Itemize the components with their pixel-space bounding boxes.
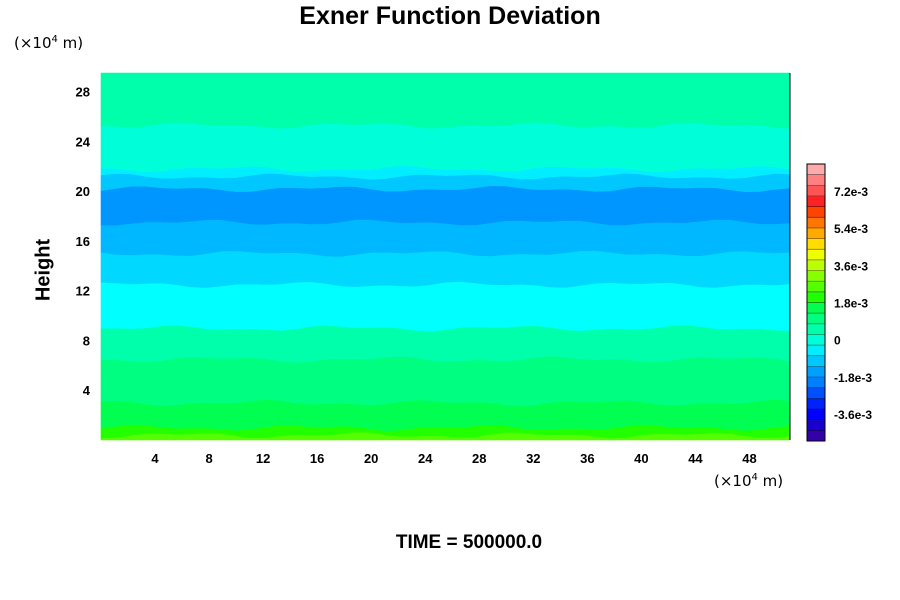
colorbar-swatch <box>807 281 825 293</box>
colorbar-swatch <box>807 334 825 346</box>
x-tick-label: 16 <box>310 451 324 466</box>
colorbar-tick-label: 7.2e-3 <box>834 185 868 199</box>
colorbar-tick-label: -1.8e-3 <box>834 371 872 385</box>
colorbar-swatch <box>807 409 825 421</box>
y-tick-label: 20 <box>76 184 90 199</box>
contour-band <box>100 219 791 257</box>
colorbar-swatch <box>807 259 825 271</box>
colorbar-swatch <box>807 430 825 442</box>
colorbar-swatch <box>807 355 825 367</box>
x-axis-unit: (×104 m) <box>714 472 784 490</box>
colorbar-swatch <box>807 185 825 197</box>
colorbar-swatch <box>807 238 825 250</box>
colorbar-tick-label: 0 <box>834 334 841 348</box>
colorbar-tick-label: 3.6e-3 <box>834 259 868 273</box>
colorbar-swatch <box>807 366 825 378</box>
contour-band <box>100 355 791 407</box>
x-tick-label: 12 <box>256 451 270 466</box>
contour-band <box>100 281 791 332</box>
contour-band <box>100 121 791 173</box>
y-tick-label: 24 <box>76 134 91 149</box>
x-tick-label: 44 <box>688 451 703 466</box>
x-tick-label: 32 <box>526 451 540 466</box>
x-tick-label: 48 <box>742 451 756 466</box>
y-tick-label: 16 <box>76 234 90 249</box>
colorbar-swatch <box>807 323 825 335</box>
x-tick-label: 8 <box>205 451 212 466</box>
y-tick-label: 4 <box>83 383 91 398</box>
colorbar-tick-label: 5.4e-3 <box>834 222 868 236</box>
colorbar-swatch <box>807 164 825 176</box>
x-tick-label: 24 <box>418 451 433 466</box>
colorbar-swatch <box>807 195 825 208</box>
contour-band <box>100 185 791 226</box>
y-tick-label: 12 <box>76 284 90 299</box>
colorbar-swatch <box>807 206 825 218</box>
colorbar-swatch <box>807 249 825 261</box>
colorbar-tick-label: 1.8e-3 <box>834 297 868 311</box>
colorbar-swatch <box>807 217 825 229</box>
y-axis-unit: (×104 m) <box>14 34 84 52</box>
colorbar-swatch <box>807 377 825 389</box>
contour-band <box>100 72 791 129</box>
colorbar-swatch <box>807 387 825 399</box>
colorbar-swatch <box>807 302 825 314</box>
colorbar-tick-label: -3.6e-3 <box>834 408 872 422</box>
colorbar-swatch <box>807 419 825 431</box>
colorbar-swatch <box>807 291 825 303</box>
x-tick-label: 20 <box>364 451 378 466</box>
x-tick-label: 40 <box>634 451 648 466</box>
y-tick-label: 8 <box>83 333 90 348</box>
colorbar-swatch <box>807 174 825 186</box>
x-tick-label: 4 <box>151 451 159 466</box>
colorbar-frame <box>806 163 826 442</box>
colorbar-swatch <box>807 270 825 282</box>
colorbar-swatch <box>807 227 825 239</box>
colorbar-swatch <box>807 313 825 325</box>
contour-band <box>100 324 791 363</box>
y-tick-label: 28 <box>76 85 90 100</box>
colorbar-swatch <box>807 398 825 410</box>
colorbar-swatch <box>807 345 825 357</box>
x-tick-label: 36 <box>580 451 594 466</box>
x-tick-label: 28 <box>472 451 486 466</box>
chart-title: Exner Function Deviation <box>299 2 601 30</box>
time-label: TIME = 500000.0 <box>395 532 543 553</box>
